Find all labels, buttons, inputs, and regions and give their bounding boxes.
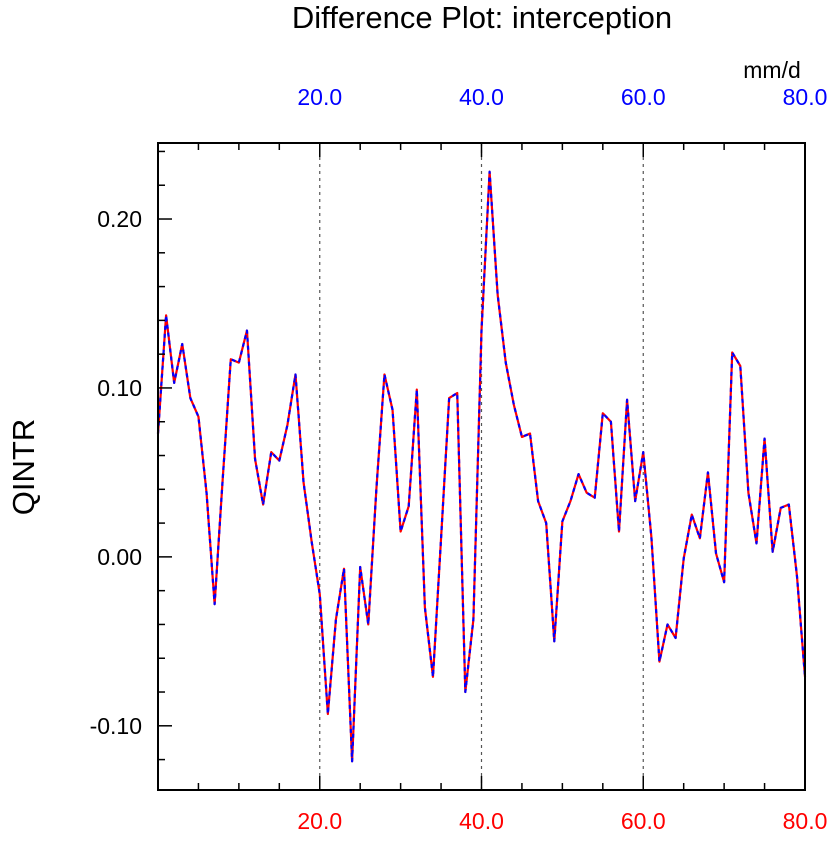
x-tick-label-bottom: 80.0 <box>783 808 828 834</box>
x-tick-label-top: 20.0 <box>297 84 342 110</box>
x-tick-label-bottom: 40.0 <box>459 808 504 834</box>
x-tick-label-bottom: 20.0 <box>297 808 342 834</box>
x-tick-label-top: 80.0 <box>783 84 828 110</box>
series-layer <box>156 170 807 763</box>
grid-layer <box>319 143 644 790</box>
x-tick-label-bottom: 60.0 <box>621 808 666 834</box>
series-overlay-line-0 <box>156 170 807 763</box>
x-tick-label-top: 60.0 <box>621 84 666 110</box>
plot-frame <box>157 142 806 791</box>
chart-title: Difference Plot: interception <box>292 0 672 35</box>
y-axis-label: QINTR <box>6 419 41 515</box>
y-tick-label: 0.10 <box>97 375 142 401</box>
ticks-layer <box>158 143 766 790</box>
y-tick-label: -0.10 <box>90 713 142 739</box>
y-tick-label: 0.00 <box>97 544 142 570</box>
units-label: mm/d <box>743 57 801 83</box>
labels-layer: -0.10 0.00 0.10 0.20 20.0 20.0 40.0 40.0 60.0 60.… <box>90 84 828 834</box>
y-tick-label: 0.20 <box>97 206 142 232</box>
x-tick-label-top: 40.0 <box>459 84 504 110</box>
